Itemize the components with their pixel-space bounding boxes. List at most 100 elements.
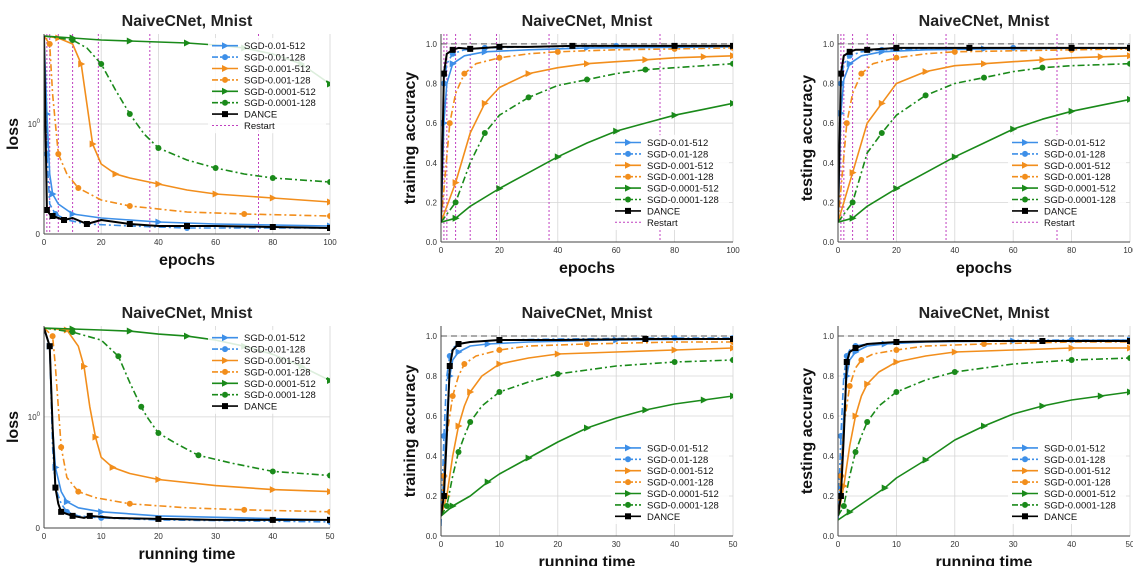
square-marker — [126, 221, 133, 227]
triangle-marker — [126, 327, 134, 335]
legend-label: SGD-0.001-512 — [1044, 161, 1111, 172]
triangle-marker — [98, 508, 106, 516]
x-tick-label: 0 — [836, 246, 841, 255]
x-tick-label: 0 — [439, 540, 444, 549]
circle-marker — [1068, 357, 1075, 363]
circle-marker — [222, 54, 228, 61]
triangle-marker — [1097, 53, 1105, 61]
circle-marker — [269, 468, 276, 475]
circle-marker — [75, 488, 82, 495]
legend-label: SGD-0.0001-128 — [1044, 195, 1116, 206]
legend-label: DANCE — [244, 110, 277, 121]
x-tick-label: 10 — [495, 540, 504, 549]
x-axis-label: epochs — [559, 260, 615, 277]
x-tick-label: 30 — [1009, 540, 1018, 549]
circle-marker — [584, 76, 590, 83]
y-tick-label: 0 — [36, 524, 41, 533]
triangle-marker — [78, 60, 86, 68]
y-axis-label: loss — [5, 411, 22, 443]
triangle-marker — [89, 140, 97, 148]
legend-label: SGD-0.01-512 — [647, 138, 708, 149]
y-tick-label: 0.4 — [426, 452, 438, 461]
circle-marker — [467, 419, 474, 425]
x-tick-label: 0 — [439, 246, 444, 255]
triangle-marker — [1022, 161, 1029, 169]
circle-marker — [461, 70, 468, 77]
x-tick-label: 50 — [729, 540, 738, 549]
y-tick-label: 0.4 — [823, 159, 835, 168]
y-tick-label: 0.2 — [426, 492, 438, 501]
circle-marker — [269, 175, 276, 181]
triangle-marker — [49, 190, 57, 198]
triangle-marker — [849, 169, 857, 177]
x-tick-label: 20 — [154, 532, 163, 541]
triangle-marker — [840, 482, 848, 490]
square-marker — [730, 42, 733, 49]
triangle-marker — [455, 348, 463, 356]
x-tick-label: 100 — [323, 238, 337, 247]
y-tick-label: 0.6 — [823, 412, 835, 421]
x-tick-label: 100 — [726, 246, 740, 255]
square-marker — [441, 70, 447, 77]
circle-marker — [625, 479, 631, 486]
square-marker — [58, 508, 65, 515]
x-tick-label: 40 — [553, 246, 562, 255]
triangle-marker — [63, 498, 71, 506]
legend-label: SGD-0.001-512 — [244, 64, 311, 75]
chart-title: NaiveCNet, Mnist — [919, 13, 1050, 30]
x-tick-label: 20 — [892, 246, 901, 255]
triangle-marker — [184, 332, 191, 340]
circle-marker — [155, 145, 162, 151]
legend: SGD-0.01-512SGD-0.01-128SGD-0.001-512SGD… — [1008, 134, 1126, 230]
square-marker — [1127, 338, 1130, 344]
circle-marker — [671, 359, 678, 365]
circle-marker — [878, 130, 885, 137]
chart-panel-6: NaiveCNet, Mnist 0 10 20 30 40 50 0.0 0.2 0.4 0.6 0… — [799, 305, 1133, 571]
triangle-marker — [730, 392, 733, 400]
circle-marker — [1022, 173, 1028, 180]
triangle-marker — [852, 412, 860, 420]
triangle-marker — [1039, 402, 1047, 410]
circle-marker — [115, 353, 122, 360]
triangle-marker — [1022, 444, 1029, 452]
triangle-marker — [730, 99, 733, 107]
triangle-marker — [881, 340, 889, 348]
circle-marker — [138, 403, 145, 410]
triangle-marker — [496, 185, 504, 193]
legend-label: SGD-0.01-512 — [1044, 443, 1105, 454]
triangle-marker — [1022, 490, 1029, 497]
circle-marker — [496, 389, 503, 395]
legend-label: Restart — [1044, 218, 1075, 229]
square-marker — [1068, 44, 1075, 51]
triangle-marker — [1039, 56, 1047, 64]
y-tick-label: 100 — [28, 119, 41, 129]
triangle-marker — [452, 214, 460, 222]
y-tick-label: 0 — [36, 230, 41, 239]
legend-label: SGD-0.0001-128 — [1044, 500, 1116, 511]
circle-marker — [1127, 355, 1130, 361]
triangle-marker — [481, 99, 489, 107]
legend-label: SGD-0.001-512 — [647, 161, 714, 172]
legend-label: DANCE — [1044, 206, 1077, 217]
legend-label: SGD-0.0001-512 — [1044, 489, 1116, 500]
x-tick-label: 60 — [211, 238, 220, 247]
triangle-marker — [642, 56, 650, 64]
square-marker — [184, 223, 190, 229]
series-line-SGD-0.001-512 — [44, 327, 330, 493]
series-line-SGD-0.001-512 — [838, 55, 1130, 223]
x-tick-label: 80 — [268, 238, 277, 247]
triangle-marker — [212, 190, 220, 198]
x-tick-label: 20 — [495, 246, 504, 255]
x-tick-label: 20 — [950, 540, 959, 549]
triangle-marker — [625, 161, 632, 169]
circle-marker — [840, 503, 847, 509]
triangle-marker — [951, 153, 959, 161]
triangle-marker — [981, 422, 988, 430]
x-tick-label: 50 — [326, 532, 335, 541]
triangle-marker — [126, 37, 134, 45]
square-marker — [83, 221, 90, 227]
legend-label: SGD-0.001-128 — [647, 478, 714, 489]
x-tick-label: 100 — [1123, 246, 1133, 255]
circle-marker — [461, 361, 468, 367]
legend-label: Restart — [244, 121, 275, 132]
